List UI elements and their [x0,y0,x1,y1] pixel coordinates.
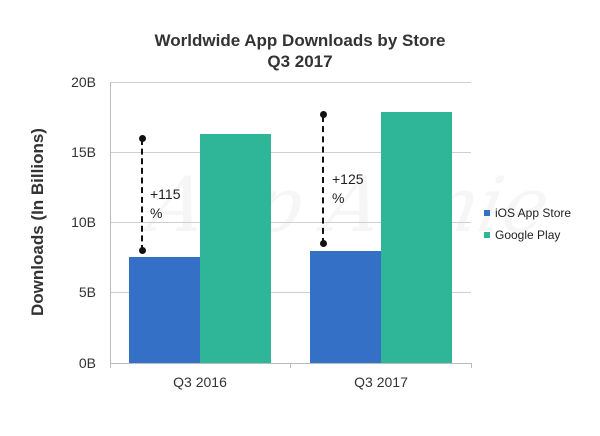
legend-item-ios: iOS App Store [484,202,571,224]
growth-annotation-2016: +115 % [150,186,181,221]
legend-item-google-play: Google Play [484,224,571,246]
bar-google-play-q3-2016 [200,134,271,363]
bar-google-play-q3-2017 [381,112,452,363]
y-tick-10: 10B [71,214,96,230]
gridline-20 [110,82,471,83]
growth-annotation-2017: +125 % [332,171,364,206]
x-tick-mark [471,363,472,368]
gridline-10 [110,222,471,223]
chart-title: Worldwide App Downloads by Store Q3 2017 [0,30,600,72]
title-line-2: Q3 2017 [267,52,333,71]
growth-dashed-line-2016 [141,139,143,251]
title-line-1: Worldwide App Downloads by Store [154,31,446,50]
y-axis [110,82,111,364]
growth-dot-top-2017 [320,111,327,118]
gridline-5 [110,292,471,293]
gridline-15 [110,152,471,153]
y-axis-label: Downloads (In Billions) [28,128,47,316]
y-tick-5: 5B [78,284,96,300]
y-tick-20: 20B [71,74,96,90]
y-tick-15: 15B [71,144,96,160]
x-axis [110,363,472,364]
legend-swatch-google-play [484,232,490,238]
legend-swatch-ios [484,210,490,216]
x-tick-mark [290,363,291,368]
bar-ios-q3-2017 [310,251,381,363]
x-label-q3-2017: Q3 2017 [354,374,408,390]
growth-dot-bottom-2016 [139,247,146,254]
x-tick-mark [110,363,111,368]
growth-dot-top-2016 [139,135,146,142]
legend: iOS App Store Google Play [484,202,571,246]
growth-dot-bottom-2017 [320,240,327,247]
x-label-q3-2016: Q3 2016 [173,374,227,390]
growth-dashed-line-2017 [322,116,324,244]
y-tick-0: 0B [78,355,96,371]
bar-ios-q3-2016 [129,257,200,363]
